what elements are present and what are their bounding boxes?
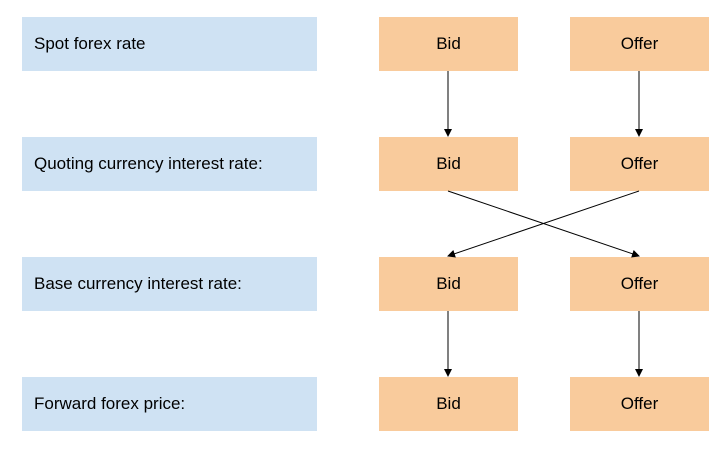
arrow-quoting-offer-to-base-bid bbox=[447, 190, 640, 258]
spot-bid-box: Bid bbox=[379, 17, 518, 71]
row-label-quoting-currency-interest-rate: Quoting currency interest rate: bbox=[22, 137, 317, 191]
quoting-bid-box: Bid bbox=[379, 137, 518, 191]
forward-bid-box: Bid bbox=[379, 377, 518, 431]
base-bid-box: Bid bbox=[379, 257, 518, 311]
quoting-offer-box: Offer bbox=[570, 137, 709, 191]
base-offer-box: Offer bbox=[570, 257, 709, 311]
row-label-forward-forex-price: Forward forex price: bbox=[22, 377, 317, 431]
forward-offer-box: Offer bbox=[570, 377, 709, 431]
row-label-base-currency-interest-rate: Base currency interest rate: bbox=[22, 257, 317, 311]
arrow-quoting-bid-to-base-offer bbox=[447, 190, 640, 258]
spot-offer-box: Offer bbox=[570, 17, 709, 71]
row-label-spot-forex-rate: Spot forex rate bbox=[22, 17, 317, 71]
